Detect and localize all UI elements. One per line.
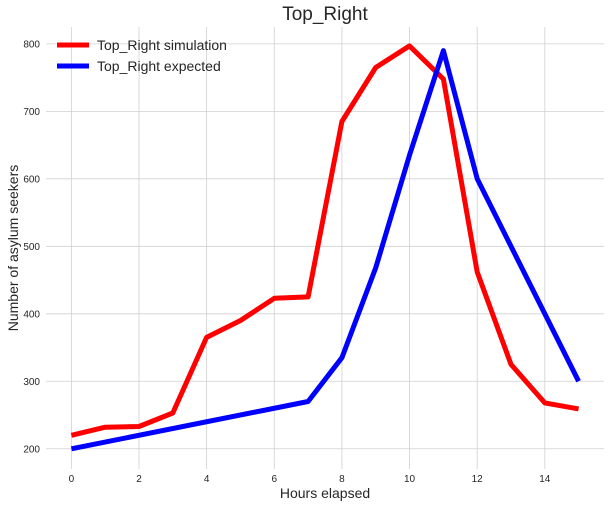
y-tick-label: 500 bbox=[23, 242, 40, 253]
x-tick-label: 6 bbox=[271, 474, 277, 485]
y-axis-label: Number of asylum seekers bbox=[5, 165, 21, 332]
series-line-expected bbox=[70, 48, 581, 452]
series-lines bbox=[70, 43, 581, 452]
x-tick-label: 8 bbox=[339, 474, 345, 485]
y-tick-label: 700 bbox=[23, 107, 40, 118]
y-tick-label: 300 bbox=[23, 377, 40, 388]
y-tick-labels: 200 300 400 500 600 700 800 bbox=[23, 39, 40, 455]
x-tick-label: 4 bbox=[204, 474, 210, 485]
x-tick-label: 14 bbox=[539, 474, 551, 485]
x-tick-label: 10 bbox=[404, 474, 416, 485]
x-tick-labels: 0 2 4 6 8 10 12 14 bbox=[69, 474, 551, 485]
x-tick-label: 0 bbox=[69, 474, 75, 485]
y-tick-label: 400 bbox=[23, 309, 40, 320]
chart-title: Top_Right bbox=[282, 4, 368, 25]
plot-area bbox=[46, 27, 604, 469]
y-tick-label: 800 bbox=[23, 39, 40, 50]
x-tick-label: 2 bbox=[136, 474, 142, 485]
series-line-simulation bbox=[70, 43, 580, 438]
legend-label-expected: Top_Right expected bbox=[97, 58, 221, 74]
legend: Top_Right simulation Top_Right expected bbox=[57, 37, 227, 74]
y-tick-label: 200 bbox=[23, 444, 40, 455]
x-gridlines bbox=[70, 27, 546, 469]
x-tick-label: 12 bbox=[472, 474, 484, 485]
legend-label-simulation: Top_Right simulation bbox=[97, 37, 227, 53]
y-tick-label: 600 bbox=[23, 174, 40, 185]
x-axis-label: Hours elapsed bbox=[280, 485, 370, 501]
